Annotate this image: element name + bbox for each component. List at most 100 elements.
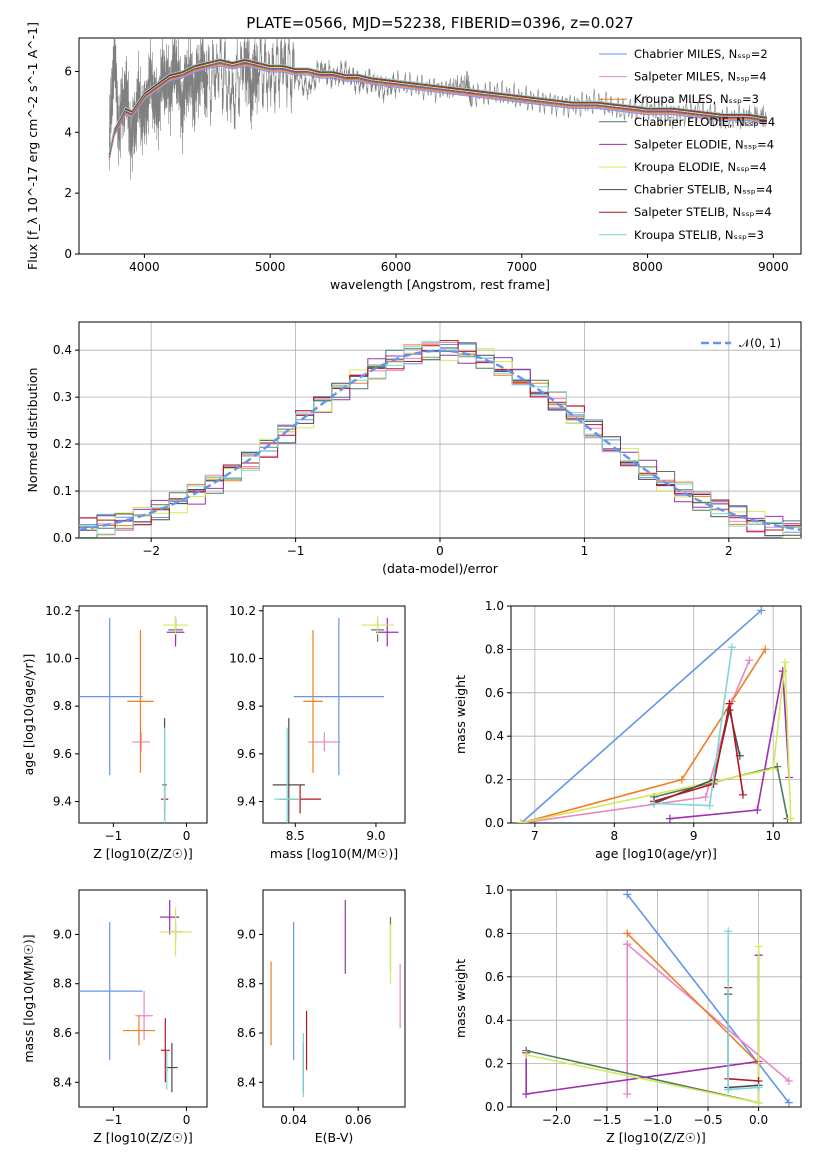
y-tick-label: 0.2 (485, 773, 504, 787)
weight-marker (623, 929, 632, 938)
model-spectrum-line (108, 60, 768, 156)
weight-marker (517, 819, 526, 823)
x-tick-label: 8000 (632, 260, 663, 274)
weight-marker (769, 764, 778, 773)
weight-marker (761, 645, 770, 654)
y-tick-label: 9.6 (53, 747, 72, 761)
x-tick-label: 0.06 (345, 1113, 372, 1127)
x-axis-label: age [log10(age/yr)] (595, 846, 717, 861)
weight-line (626, 893, 790, 1104)
y-tick-label: 0.3 (53, 390, 72, 404)
panel-age-vs-mass: 8.5 9.0 9.4 9.6 9.8 10.0 10.2 mass [log10(M/M☉)… (229, 604, 406, 861)
y-tick-label: 0.8 (485, 642, 504, 656)
weight-marker (784, 1076, 793, 1085)
y-tick-label: 0.6 (485, 686, 504, 700)
legend-label: 𝒩(0, 1) (739, 336, 781, 350)
x-tick-label: 9 (690, 829, 698, 843)
weight-line (521, 662, 792, 823)
plot-frame (78, 605, 208, 824)
y-axis-label: mass weight (453, 675, 468, 754)
legend-label: Kroupa STELIB, Nₛₛₚ=3 (634, 228, 764, 242)
y-tick-label: 8.4 (53, 1075, 72, 1089)
weight-marker (781, 658, 790, 667)
weight-line (525, 955, 760, 1095)
plot-frame (510, 605, 802, 824)
plot-area (272, 615, 399, 823)
panel-mass-vs-EBV: 0.04 0.06 8.4 8.6 8.8 9.0 E(B-V) (237, 889, 406, 1145)
panel-residuals: −2 −1 0 1 2 0.0 0.1 0.2 0.3 0.4 (data-model)/error… (25, 321, 802, 576)
legend-label: Chabrier STELIB, Nₛₛₚ=4 (634, 183, 773, 197)
weight-marker (727, 643, 736, 652)
y-axis-label: mass [log10(M/M☉)] (21, 934, 36, 1062)
y-tick-label: 10.0 (45, 651, 72, 665)
plot-area (270, 899, 401, 1098)
weight-marker (724, 1085, 733, 1094)
x-tick-label: 2 (725, 544, 733, 558)
x-tick-label: −1.0 (643, 1113, 672, 1127)
plot-frame (78, 37, 802, 255)
y-tick-label: 10.2 (229, 604, 256, 618)
y-tick-label: 0.4 (485, 1013, 504, 1027)
x-tick-label: 5000 (255, 260, 286, 274)
y-tick-label: 9.8 (237, 699, 256, 713)
weight-marker (623, 1089, 632, 1098)
weight-marker (754, 1098, 763, 1107)
weight-marker (725, 699, 734, 708)
weight-line (653, 703, 744, 803)
x-tick-label: −1 (105, 1113, 123, 1127)
weight-line (526, 946, 760, 1104)
y-axis-label: age [log10(age/yr)] (21, 654, 36, 776)
weight-line (520, 609, 762, 823)
x-tick-label: 7000 (506, 260, 537, 274)
x-tick-label: −0.5 (693, 1113, 722, 1127)
weight-marker (754, 942, 763, 951)
legend-label: Chabrier MILES, Nₛₛₚ=2 (634, 47, 768, 61)
y-axis-label: mass weight (453, 959, 468, 1038)
panel-mass-vs-Z: −1 0 8.4 8.6 8.8 9.0 Z [log10(Z/Z☉)] mass [log1… (21, 889, 208, 1145)
x-axis-label: (data-model)/error (382, 561, 499, 576)
plot-frame (262, 889, 406, 1108)
weight-marker (623, 940, 632, 949)
x-axis-label: Z [log10(Z/Z☉)] (93, 1130, 193, 1145)
y-tick-label: 8.4 (237, 1075, 256, 1089)
y-tick-label: 0.2 (485, 1057, 504, 1071)
plot-frame (78, 889, 208, 1108)
weight-line (521, 659, 751, 823)
x-axis-label: wavelength [Angstrom, rest frame] (330, 277, 550, 292)
y-tick-label: 0.8 (485, 926, 504, 940)
y-tick-label: 8.6 (237, 1026, 256, 1040)
y-tick-label: 8.8 (53, 977, 72, 991)
model-spectrum-line (108, 60, 768, 155)
x-tick-label: 0 (183, 1113, 191, 1127)
weight-marker (784, 1098, 793, 1107)
x-tick-label: −1 (287, 544, 305, 558)
y-tick-label: 9.0 (237, 927, 256, 941)
histogram-step (79, 341, 801, 535)
panel-mass-weight-vs-Z: −2.0 −1.5 −1.0 −0.5 0.0 0.0 0.2 0.4 0.6 0.8 1.0 Z [… (453, 883, 802, 1145)
x-tick-label: 10 (766, 829, 781, 843)
x-axis-label: E(B-V) (315, 1130, 354, 1145)
legend-label: Kroupa MILES, Nₛₛₚ=3 (634, 92, 759, 106)
y-axis-label: Flux [f_λ 10^-17 erg cm^-2 s^-1 A^-1] (25, 22, 40, 270)
model-spectrum-line (108, 64, 768, 160)
panel-mass-weight-vs-age: 7 8 9 10 0.0 0.2 0.4 0.6 0.8 1.0 age [log10(age/yr… (453, 599, 802, 861)
weight-line (727, 994, 759, 1089)
weight-marker (786, 814, 795, 823)
y-tick-label: 1.0 (485, 883, 504, 897)
weight-marker (754, 1083, 763, 1092)
weight-marker (650, 799, 659, 808)
weight-marker (739, 790, 747, 799)
model-spectrum-line (108, 62, 768, 158)
weight-marker (724, 927, 733, 936)
panel-age-vs-Z: −1 0 9.4 9.6 9.8 10.0 10.2 Z [log10(Z/Z☉)] age [… (21, 604, 208, 861)
weight-marker (665, 814, 674, 823)
legend-label: Salpeter ELODIE, Nₛₛₚ=4 (634, 137, 774, 151)
legend-label: Salpeter STELIB, Nₛₛₚ=4 (634, 205, 772, 219)
weight-marker (677, 775, 686, 784)
plot-area (79, 615, 188, 823)
x-tick-label: 0 (183, 829, 191, 843)
y-tick-label: 0.1 (53, 484, 72, 498)
weight-marker (701, 792, 710, 801)
x-tick-label: 9000 (758, 260, 789, 274)
